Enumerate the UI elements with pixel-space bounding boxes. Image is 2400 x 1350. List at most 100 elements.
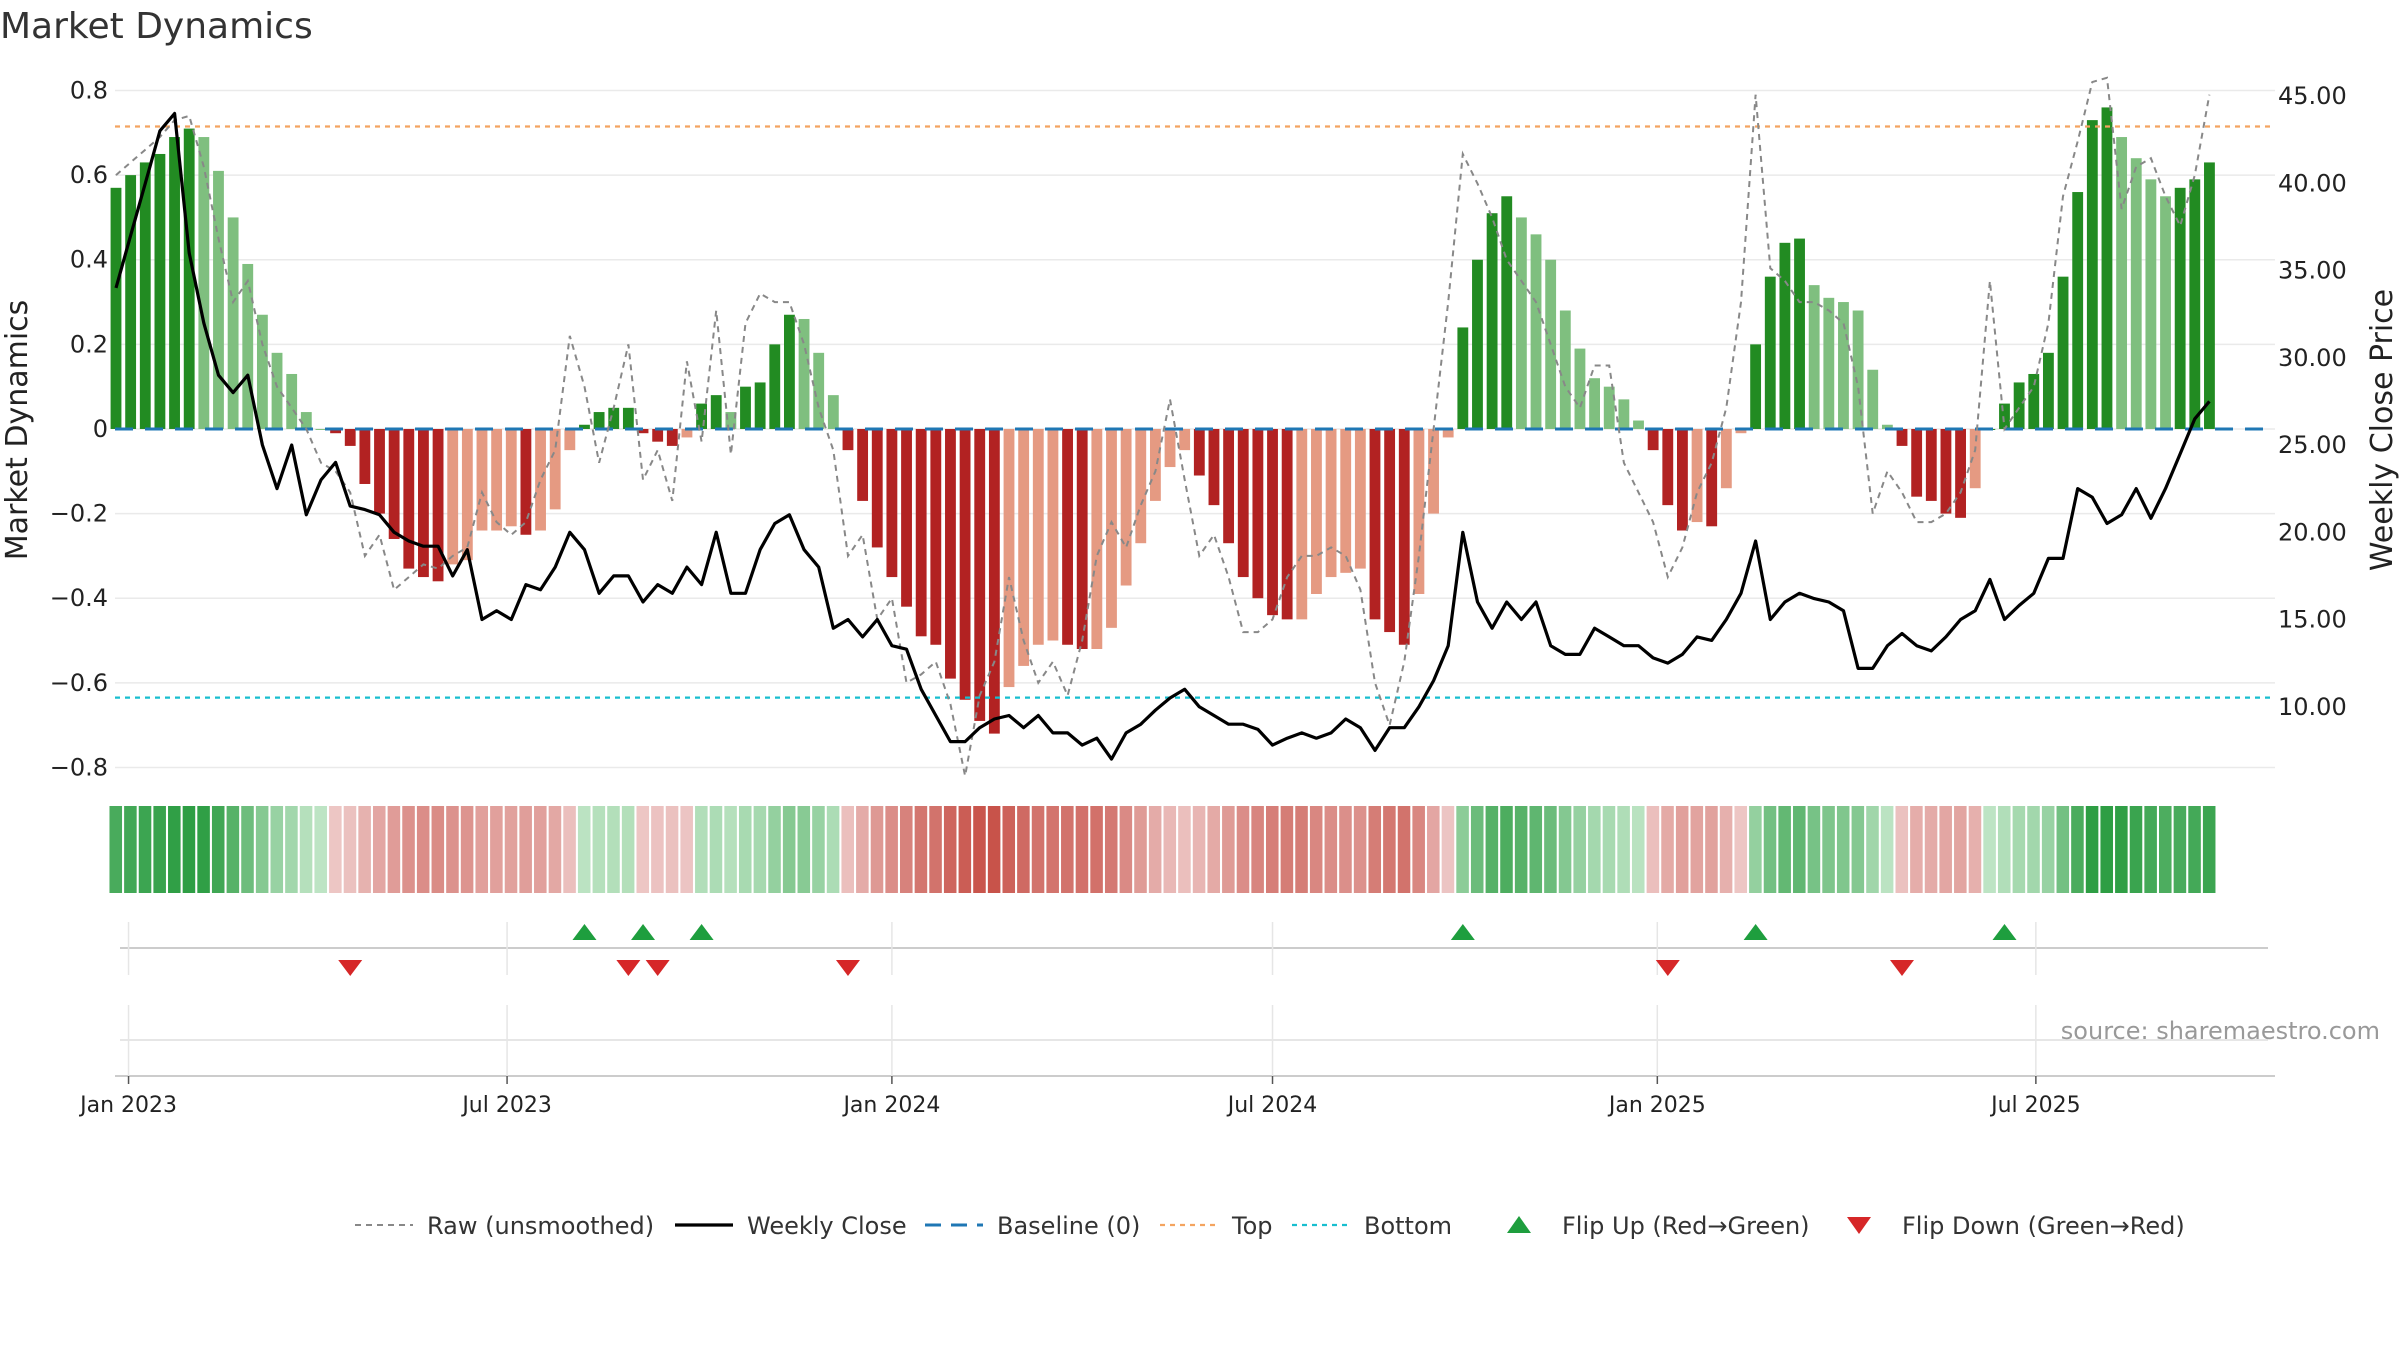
y-tick-label-right: 20.00 xyxy=(2278,518,2347,546)
dynamics-bar xyxy=(2189,179,2201,429)
y-tick-label-right: 10.00 xyxy=(2278,693,2347,721)
dynamics-bar xyxy=(1296,428,1308,620)
y-tick-label-right: 40.00 xyxy=(2278,169,2347,197)
dynamics-bar xyxy=(1369,428,1381,620)
x-tick-label: Jan 2025 xyxy=(1607,1093,1706,1118)
dynamics-bar xyxy=(1603,386,1615,429)
dynamics-bar xyxy=(1515,217,1527,429)
regime-cell xyxy=(1163,806,1177,893)
regime-cell xyxy=(314,806,327,893)
regime-cell xyxy=(1558,806,1572,893)
regime-cell xyxy=(1090,806,1103,893)
regime-cell xyxy=(841,806,854,893)
dynamics-bar xyxy=(344,428,356,446)
regime-cell xyxy=(1470,806,1484,893)
dynamics-bar xyxy=(2072,192,2084,429)
dynamics-bar xyxy=(1047,428,1059,641)
regime-cell xyxy=(665,806,679,893)
dynamics-bar xyxy=(564,428,576,451)
dynamics-bar xyxy=(461,428,473,561)
regime-cell xyxy=(2158,806,2172,893)
y-tick-label-left: −0.4 xyxy=(50,584,108,612)
regime-cell xyxy=(1544,806,1557,893)
legend-swatch xyxy=(1847,1217,1871,1234)
dynamics-bar xyxy=(2057,276,2069,429)
dynamics-bar xyxy=(1398,428,1410,645)
regime-cell xyxy=(1954,806,1967,893)
dynamics-bar xyxy=(1164,428,1176,468)
regime-cell xyxy=(636,806,650,893)
regime-cell xyxy=(1514,806,1528,893)
regime-cell xyxy=(241,806,254,893)
dynamics-bar xyxy=(1530,234,1542,429)
regime-cell xyxy=(1075,806,1089,893)
regime-cell xyxy=(914,806,928,893)
dynamics-bar xyxy=(1881,424,1893,429)
dynamics-bar xyxy=(2130,158,2142,429)
regime-cell xyxy=(943,806,957,893)
flip-up-marker xyxy=(1992,924,2017,940)
dynamics-bar xyxy=(608,407,620,429)
dynamics-bar xyxy=(1940,428,1952,514)
regime-cell xyxy=(490,806,503,893)
regime-cell xyxy=(534,806,547,893)
regime-cell xyxy=(1807,806,1821,893)
dynamics-bar xyxy=(1223,428,1235,544)
dynamics-bar xyxy=(1472,259,1483,429)
regime-cell xyxy=(182,806,196,893)
regime-cell xyxy=(2188,806,2201,893)
dynamics-bar xyxy=(769,344,781,429)
dynamics-bar xyxy=(1633,420,1644,429)
dynamics-bar xyxy=(593,412,605,429)
dynamics-bar xyxy=(1618,399,1630,429)
regime-cell xyxy=(651,806,664,893)
y-tick-label-left: 0.8 xyxy=(70,77,108,105)
regime-cell xyxy=(1778,806,1791,893)
y-tick-label-right: 35.00 xyxy=(2278,257,2347,285)
regime-cell xyxy=(358,806,371,893)
dynamics-bar xyxy=(754,382,766,429)
regime-cell xyxy=(1646,806,1660,893)
regime-cell xyxy=(1734,806,1748,893)
dynamics-bar xyxy=(2145,179,2157,429)
y-axis-label-left: Market Dynamics xyxy=(0,300,35,561)
regime-cell xyxy=(680,806,693,893)
dynamics-bar xyxy=(1149,428,1161,501)
regime-cell xyxy=(1529,806,1543,893)
regime-cell xyxy=(929,806,942,893)
dynamics-bar xyxy=(1354,428,1366,569)
regime-cell xyxy=(1383,806,1396,893)
regime-cell xyxy=(1265,806,1279,893)
regime-cell xyxy=(738,806,752,893)
y-axis-label-right: Weekly Close Price xyxy=(2365,289,2400,571)
dynamics-bar xyxy=(696,403,707,429)
x-axis: Jan 2023 Jul 2023 Jan 2024 Jul 2024 Jan 2025… xyxy=(78,1076,2081,1118)
regime-cell xyxy=(285,806,298,893)
dynamics-bar xyxy=(1969,428,1981,489)
dynamics-bar xyxy=(974,428,986,721)
dynamics-bar xyxy=(886,428,898,578)
regime-cell xyxy=(1939,806,1952,893)
y-tick-label-left: −0.6 xyxy=(50,669,108,697)
dynamics-bar xyxy=(622,407,634,429)
regime-cell xyxy=(1719,806,1733,893)
legend-label: Flip Down (Green→Red) xyxy=(1902,1212,2185,1240)
dynamics-bar xyxy=(1193,428,1205,476)
regime-cell xyxy=(402,806,415,893)
dynamics-bar xyxy=(710,395,722,429)
regime-cell xyxy=(1661,806,1674,893)
regime-cell xyxy=(109,806,123,893)
regime-cell xyxy=(1822,806,1835,893)
dynamics-bar xyxy=(1896,428,1908,446)
regime-cell xyxy=(973,806,986,893)
regime-cell xyxy=(329,806,342,893)
dynamics-bar xyxy=(505,428,517,527)
regime-cell xyxy=(885,806,898,893)
regime-cell xyxy=(446,806,459,893)
dynamics-bar xyxy=(1662,428,1674,506)
dynamics-bar xyxy=(857,428,869,501)
regime-cell xyxy=(255,806,269,893)
dynamics-bar xyxy=(447,428,459,565)
dynamics-bar xyxy=(1823,297,1835,429)
regime-cell xyxy=(1339,806,1352,893)
